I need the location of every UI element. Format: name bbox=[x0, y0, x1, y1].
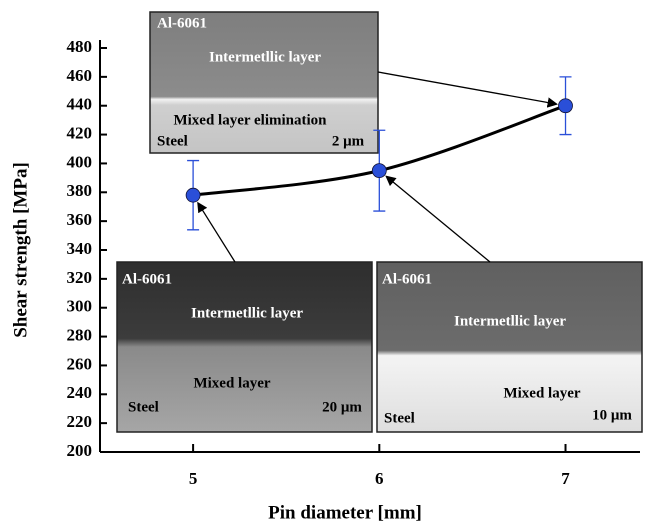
inset-arrow bbox=[378, 72, 557, 104]
inset-label: 2 μm bbox=[332, 133, 365, 149]
y-tick-label: 200 bbox=[67, 441, 93, 460]
x-axis-title: Pin diameter [mm] bbox=[268, 502, 422, 523]
y-tick-label: 340 bbox=[67, 239, 93, 258]
y-tick-label: 420 bbox=[67, 123, 93, 142]
y-tick-label: 380 bbox=[67, 181, 93, 200]
inset-label: 10 μm bbox=[592, 407, 632, 423]
inset-label: Steel bbox=[157, 133, 188, 149]
y-tick-label: 260 bbox=[67, 354, 93, 373]
x-tick-label: 5 bbox=[189, 469, 198, 488]
y-tick-label: 320 bbox=[67, 268, 93, 287]
inset-arrow bbox=[198, 203, 235, 262]
x-tick-label: 7 bbox=[561, 469, 570, 488]
inset-arrow bbox=[386, 176, 490, 262]
inset-label: Steel bbox=[384, 410, 415, 426]
y-tick-label: 480 bbox=[67, 37, 93, 56]
inset-label: Intermetllic layer bbox=[454, 313, 566, 329]
inset-label: Mixed layer bbox=[193, 375, 270, 391]
inset-label: Al-6061 bbox=[157, 15, 207, 31]
y-tick-label: 460 bbox=[67, 66, 93, 85]
page: {"chart_data": {"type": "line", "x": [5,… bbox=[0, 0, 651, 527]
y-tick-label: 400 bbox=[67, 152, 93, 171]
y-axis-title: Shear strength [MPa] bbox=[10, 162, 31, 338]
inset-label: Intermetllic layer bbox=[191, 305, 303, 321]
inset-image bbox=[150, 12, 378, 153]
y-tick-label: 280 bbox=[67, 325, 93, 344]
inset-label: Al-6061 bbox=[122, 271, 172, 287]
inset-label: Al-6061 bbox=[382, 271, 432, 287]
y-tick-label: 240 bbox=[67, 383, 93, 402]
x-tick-label: 6 bbox=[375, 469, 384, 488]
y-tick-label: 300 bbox=[67, 297, 93, 316]
inset-label: Mixed layer elimination bbox=[173, 112, 327, 128]
inset-label: 20 μm bbox=[322, 399, 362, 415]
marker bbox=[372, 164, 386, 178]
inset-label: Steel bbox=[128, 399, 159, 415]
chart: Pin diameter [mm] Shear strength [MPa] 2… bbox=[0, 0, 651, 527]
marker bbox=[186, 188, 200, 202]
y-tick-label: 360 bbox=[67, 210, 93, 229]
y-tick-label: 220 bbox=[67, 412, 93, 431]
y-tick-label: 440 bbox=[67, 95, 93, 114]
inset-label: Intermetllic layer bbox=[209, 49, 321, 65]
inset-label: Mixed layer bbox=[503, 385, 580, 401]
marker bbox=[559, 99, 573, 113]
